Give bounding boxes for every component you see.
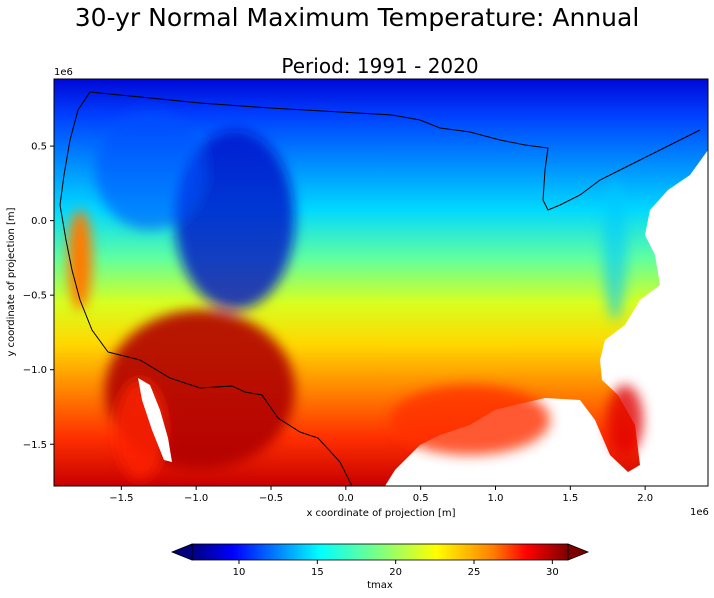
y-offset-label: 1e6	[54, 67, 73, 78]
figure-suptitle: 30-yr Normal Maximum Temperature: Annual	[74, 3, 640, 32]
colorbar-gradient	[192, 544, 568, 560]
y-tick-label: 0.5	[31, 142, 47, 153]
x-tick-label: −0.5	[259, 493, 283, 504]
gulf-of-california	[138, 378, 172, 462]
x-axis-ticks: −1.5 −1.0 −0.5 0.0 0.5 1.0 1.5 2.0	[109, 486, 653, 504]
colorbar: 10 15 20 25 30 tmax	[170, 543, 590, 591]
us-mexico-border	[107, 351, 353, 486]
x-tick-label: 1.5	[562, 493, 578, 504]
colorbar-tick-label: 30	[546, 567, 559, 578]
y-tick-label: −1.0	[23, 365, 47, 376]
us-canada-border	[89, 91, 701, 211]
colorbar-tick-label: 15	[311, 567, 324, 578]
central-valley-warm-zone	[68, 210, 92, 310]
temperature-raster	[54, 79, 708, 486]
y-axis-label: y coordinate of projection [m]	[6, 207, 17, 356]
florida-hot-zone	[607, 385, 643, 455]
map-axes-frame	[53, 78, 709, 487]
colorbar-extend-low	[170, 543, 193, 561]
x-axis-label: x coordinate of projection [m]	[306, 508, 455, 519]
appalachian-cool-zone	[603, 180, 627, 320]
northwest-cold-zone	[95, 110, 205, 230]
map-title: Period: 1991 - 2020	[281, 54, 479, 78]
colorbar-tick-label: 10	[233, 567, 246, 578]
colorbar-extend-high	[567, 543, 590, 561]
y-tick-label: 0.0	[31, 216, 47, 227]
colorbar-tick-label: 25	[468, 567, 481, 578]
x-tick-label: 0.0	[338, 493, 354, 504]
x-tick-label: −1.0	[184, 493, 208, 504]
x-tick-label: 2.0	[637, 493, 653, 504]
colorbar-tick-label: 20	[389, 567, 402, 578]
colorbar-ticks: 10 15 20 25 30	[233, 560, 559, 578]
x-offset-label: 1e6	[690, 507, 709, 518]
x-tick-label: 0.5	[413, 493, 429, 504]
x-tick-label: −1.5	[109, 493, 133, 504]
y-axis-ticks: 0.5 0.0 −0.5 −1.0 −1.5	[23, 142, 54, 451]
gulf-hot-zone	[390, 385, 550, 455]
y-tick-label: −1.5	[23, 440, 47, 451]
colorbar-label: tmax	[367, 580, 393, 591]
x-tick-label: 1.0	[488, 493, 504, 504]
rockies-cold-zone	[175, 130, 295, 310]
y-tick-label: −0.5	[23, 291, 47, 302]
west-coastline	[59, 91, 109, 353]
